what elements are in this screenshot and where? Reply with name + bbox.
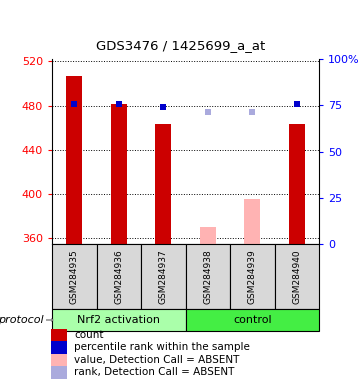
Bar xyxy=(289,124,305,244)
Bar xyxy=(66,76,82,244)
Bar xyxy=(111,104,127,244)
Bar xyxy=(51,328,67,341)
Bar xyxy=(244,199,260,244)
Text: GSM284940: GSM284940 xyxy=(292,249,301,304)
Text: GSM284938: GSM284938 xyxy=(203,249,212,304)
Text: GSM284937: GSM284937 xyxy=(159,249,168,304)
Text: GSM284936: GSM284936 xyxy=(114,249,123,304)
Bar xyxy=(51,341,67,354)
Text: GSM284939: GSM284939 xyxy=(248,249,257,304)
Text: percentile rank within the sample: percentile rank within the sample xyxy=(74,342,250,352)
Text: Nrf2 activation: Nrf2 activation xyxy=(77,315,160,325)
Bar xyxy=(186,244,230,309)
Bar xyxy=(52,244,96,309)
Bar xyxy=(51,366,67,379)
Bar xyxy=(96,244,141,309)
Text: protocol: protocol xyxy=(0,315,44,325)
Bar xyxy=(230,244,274,309)
Text: rank, Detection Call = ABSENT: rank, Detection Call = ABSENT xyxy=(74,367,234,377)
Bar xyxy=(156,124,171,244)
Text: control: control xyxy=(233,315,271,325)
Bar xyxy=(141,244,186,309)
Bar xyxy=(274,244,319,309)
Text: count: count xyxy=(74,330,104,340)
Text: GSM284935: GSM284935 xyxy=(70,249,79,304)
Bar xyxy=(51,354,67,366)
Bar xyxy=(52,309,186,331)
Text: value, Detection Call = ABSENT: value, Detection Call = ABSENT xyxy=(74,355,239,365)
Text: GDS3476 / 1425699_a_at: GDS3476 / 1425699_a_at xyxy=(96,39,265,52)
Bar xyxy=(186,309,319,331)
Bar xyxy=(200,227,216,244)
